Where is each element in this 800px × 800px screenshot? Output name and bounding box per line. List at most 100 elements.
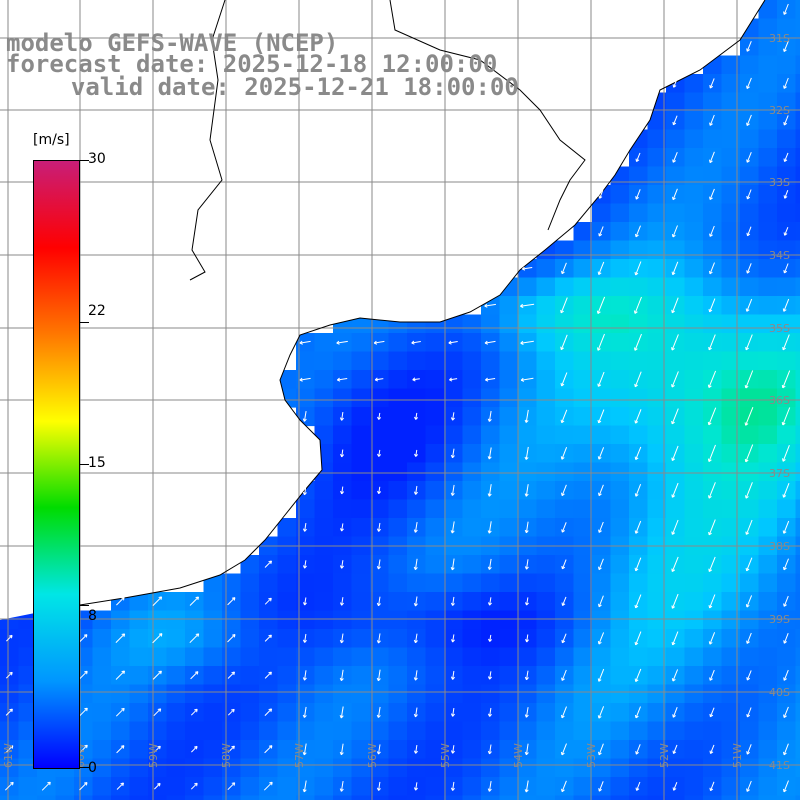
wind-speed-cell [388,333,408,353]
wind-arrow [79,634,88,643]
wind-arrow-head [745,385,749,389]
wind-speed-cell [795,185,800,205]
wind-speed-cell [333,351,353,371]
wind-arrow [115,633,125,643]
colorbar-tick [79,605,89,607]
wind-arrow [189,596,199,606]
wind-arrow [79,782,88,791]
wind-arrow-head [636,159,640,163]
wind-arrow [264,560,272,568]
wind-speed-cell [629,388,649,408]
wind-speed-cell [18,721,38,741]
wind-speed-cell [610,259,630,279]
wind-arrow-head [561,789,565,793]
wind-speed-cell [499,499,519,519]
wind-speed-cell [462,777,482,797]
wind-speed-cell [610,629,630,649]
wind-speed-cell [351,462,371,482]
wind-arrow-head [784,233,788,236]
wind-speed-cell [684,296,704,316]
wind-speed-cell [740,425,760,445]
wind-arrow-head [415,417,419,420]
wind-speed-cell [777,351,797,371]
wind-speed-cell [18,629,38,649]
wind-arrow-head [452,676,455,680]
wind-speed-cell [388,666,408,686]
wind-speed-cell [795,388,800,408]
wind-speed-cell [703,425,723,445]
wind-speed-cell [351,740,371,760]
wind-arrow [561,743,567,756]
wind-speed-cell [777,573,797,593]
wind-speed-cell [758,129,778,149]
wind-arrow [635,484,642,497]
wind-speed-cell [573,555,593,575]
wind-speed-cell [314,721,334,741]
wind-speed-cell [388,592,408,612]
wind-speed-cell [555,610,575,630]
wind-arrow-head [561,752,565,756]
wind-speed-cell [18,647,38,667]
wind-speed-cell [592,425,612,445]
wind-arrow [635,594,642,609]
wind-speed-cell [795,314,800,334]
wind-arrow [489,707,492,717]
wind-arrow [303,743,307,755]
wind-arrow-head [599,196,603,199]
wind-arrow-head [268,597,272,600]
wind-speed-cell [573,610,593,630]
wind-speed-cell [666,92,686,112]
wind-speed-cell [425,666,445,686]
wind-speed-cell [777,758,797,778]
wind-speed-cell [240,740,260,760]
wind-arrow-head [709,642,713,645]
wind-arrow-head [598,420,602,424]
wind-speed-cell [573,518,593,538]
wind-arrow-head [746,270,751,274]
wind-arrow-head [673,788,677,791]
wind-speed-cell [536,499,556,519]
wind-speed-cell [721,370,741,390]
wind-arrow-head [231,597,236,599]
wind-speed-cell [758,111,778,131]
wind-arrow [561,262,567,274]
wind-speed-cell [462,573,482,593]
wind-speed-cell [536,277,556,297]
wind-speed-cell [444,462,464,482]
wind-speed-cell [573,684,593,704]
wind-arrow-head [672,532,676,535]
wind-speed-cell [407,573,427,593]
colorbar [33,160,80,769]
wind-speed-cell [684,481,704,501]
wind-speed-cell [462,333,482,353]
wind-speed-cell [703,203,723,223]
wind-arrow-head [746,604,750,608]
colorbar-tick-label: 30 [88,151,106,167]
wind-speed-cell [647,777,667,797]
wind-arrow [341,486,344,494]
wind-arrow [561,780,567,792]
wind-arrow [708,556,716,572]
wind-speed-cell [481,388,501,408]
wind-speed-cell [333,647,353,667]
wind-speed-cell [795,407,800,427]
wind-arrow-head [9,708,13,711]
wind-arrow [304,670,307,681]
latitude-label: 41S [769,759,790,772]
colorbar-tick [79,463,89,465]
wind-arrow-head [268,560,272,563]
wind-speed-cell [573,370,593,390]
wind-arrow [710,781,715,791]
wind-arrow-head [231,671,235,674]
wind-speed-cell [647,555,667,575]
wind-speed-cell [758,370,778,390]
wind-arrow [227,745,235,753]
wind-arrow [635,706,641,719]
wind-arrow [746,41,752,52]
wind-speed-cell [240,795,260,800]
wind-speed-cell [444,795,464,800]
wind-speed-cell [777,684,797,704]
wind-speed-cell [166,721,186,741]
wind-arrow-head [341,417,344,421]
wind-speed-cell [610,240,630,260]
